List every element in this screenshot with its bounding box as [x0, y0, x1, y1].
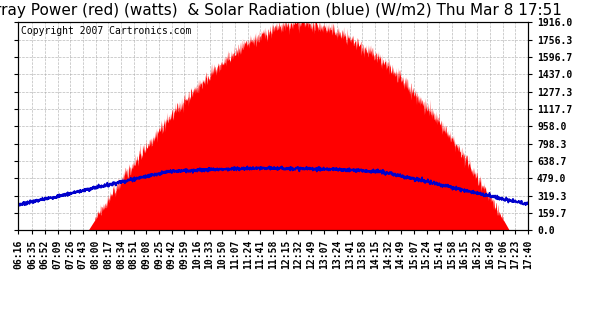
Text: Copyright 2007 Cartronics.com: Copyright 2007 Cartronics.com: [20, 26, 191, 36]
Text: West Array Power (red) (watts)  & Solar Radiation (blue) (W/m2) Thu Mar 8 17:51: West Array Power (red) (watts) & Solar R…: [0, 3, 562, 18]
